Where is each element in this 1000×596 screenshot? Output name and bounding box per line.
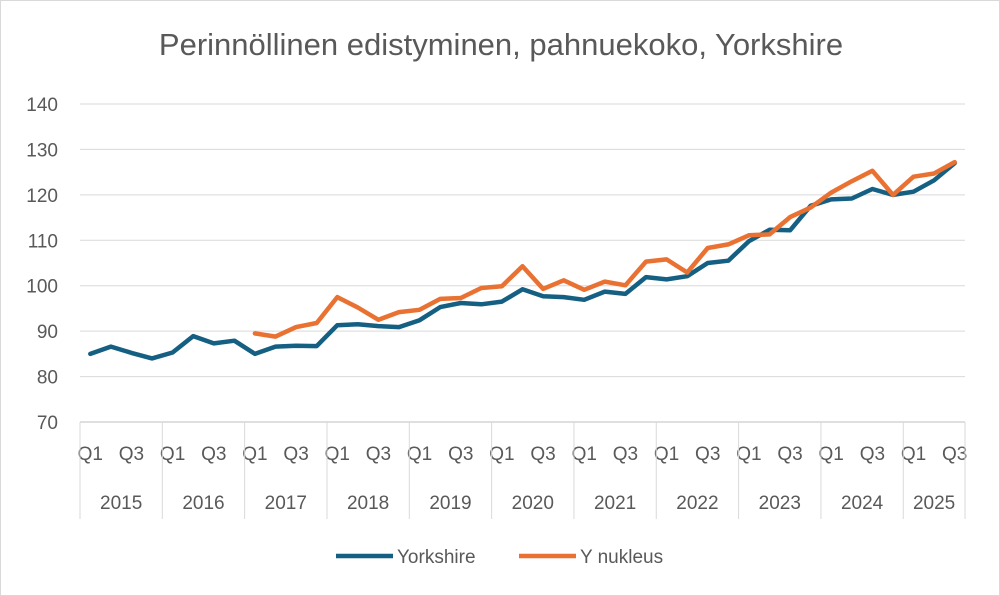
x-tick-label: Q1 (407, 444, 432, 465)
x-tick-label: Q1 (325, 444, 350, 465)
legend-label: Yorkshire (397, 547, 476, 568)
x-year-label: 2021 (594, 493, 636, 514)
x-tick-label: Q1 (160, 444, 185, 465)
y-tick-label: 140 (26, 95, 58, 116)
x-year-label: 2015 (100, 493, 142, 514)
series-line-yorkshire (88, 160, 957, 361)
gridlines (80, 103, 965, 423)
x-tick-label: Q1 (654, 444, 679, 465)
y-axis-ticks: 70 80 90 100 110 120 130 140 (26, 95, 58, 434)
y-tick-label: 90 (37, 322, 58, 343)
x-tick-label: Q3 (366, 444, 391, 465)
x-axis: Q1 Q3 2015 Q1 Q3 2016 Q1 Q3 2017 Q1 Q3 2018 Q1 Q3 2019… (78, 421, 967, 519)
x-tick-label: Q1 (572, 444, 597, 465)
y-tick-label: 70 (37, 413, 58, 434)
x-tick-label: Q3 (448, 444, 473, 465)
x-tick-label: Q3 (283, 444, 308, 465)
x-year-label: 2018 (347, 493, 389, 514)
legend-label: Y nukleus (580, 547, 663, 568)
x-tick-label: Q1 (242, 444, 267, 465)
x-tick-label: Q3 (942, 444, 967, 465)
x-year-label: 2020 (512, 493, 554, 514)
x-tick-label: Q3 (860, 444, 885, 465)
chart-title: Perinnöllinen edistyminen, pahnuekoko, Y… (158, 27, 844, 62)
x-tick-label: Q3 (695, 444, 720, 465)
x-tick-label: Q1 (736, 444, 761, 465)
y-tick-label: 120 (26, 186, 58, 207)
x-year-label: 2019 (429, 493, 471, 514)
x-tick-label: Q1 (901, 444, 926, 465)
x-tick-label: Q3 (530, 444, 555, 465)
y-tick-label: 80 (37, 368, 58, 389)
series-lines (88, 159, 957, 361)
x-year-label: 2022 (676, 493, 718, 514)
x-year-label: 2023 (759, 493, 801, 514)
y-tick-label: 130 (26, 140, 58, 161)
y-tick-label: 100 (26, 277, 58, 298)
x-tick-label: Q3 (613, 444, 638, 465)
x-tick-label: Q3 (201, 444, 226, 465)
series-line-y-nukleus (252, 159, 957, 339)
legend: Yorkshire Y nukleus (336, 547, 663, 568)
x-year-label: 2016 (182, 493, 224, 514)
x-tick-label: Q3 (777, 444, 802, 465)
x-tick-label: Q1 (489, 444, 514, 465)
x-year-label: 2024 (841, 493, 884, 514)
x-year-label: 2025 (913, 493, 955, 514)
x-tick-label: Q1 (78, 444, 103, 465)
y-tick-label: 110 (28, 231, 58, 252)
x-tick-label: Q1 (819, 444, 844, 465)
x-tick-label: Q3 (119, 444, 144, 465)
x-year-label: 2017 (265, 493, 307, 514)
